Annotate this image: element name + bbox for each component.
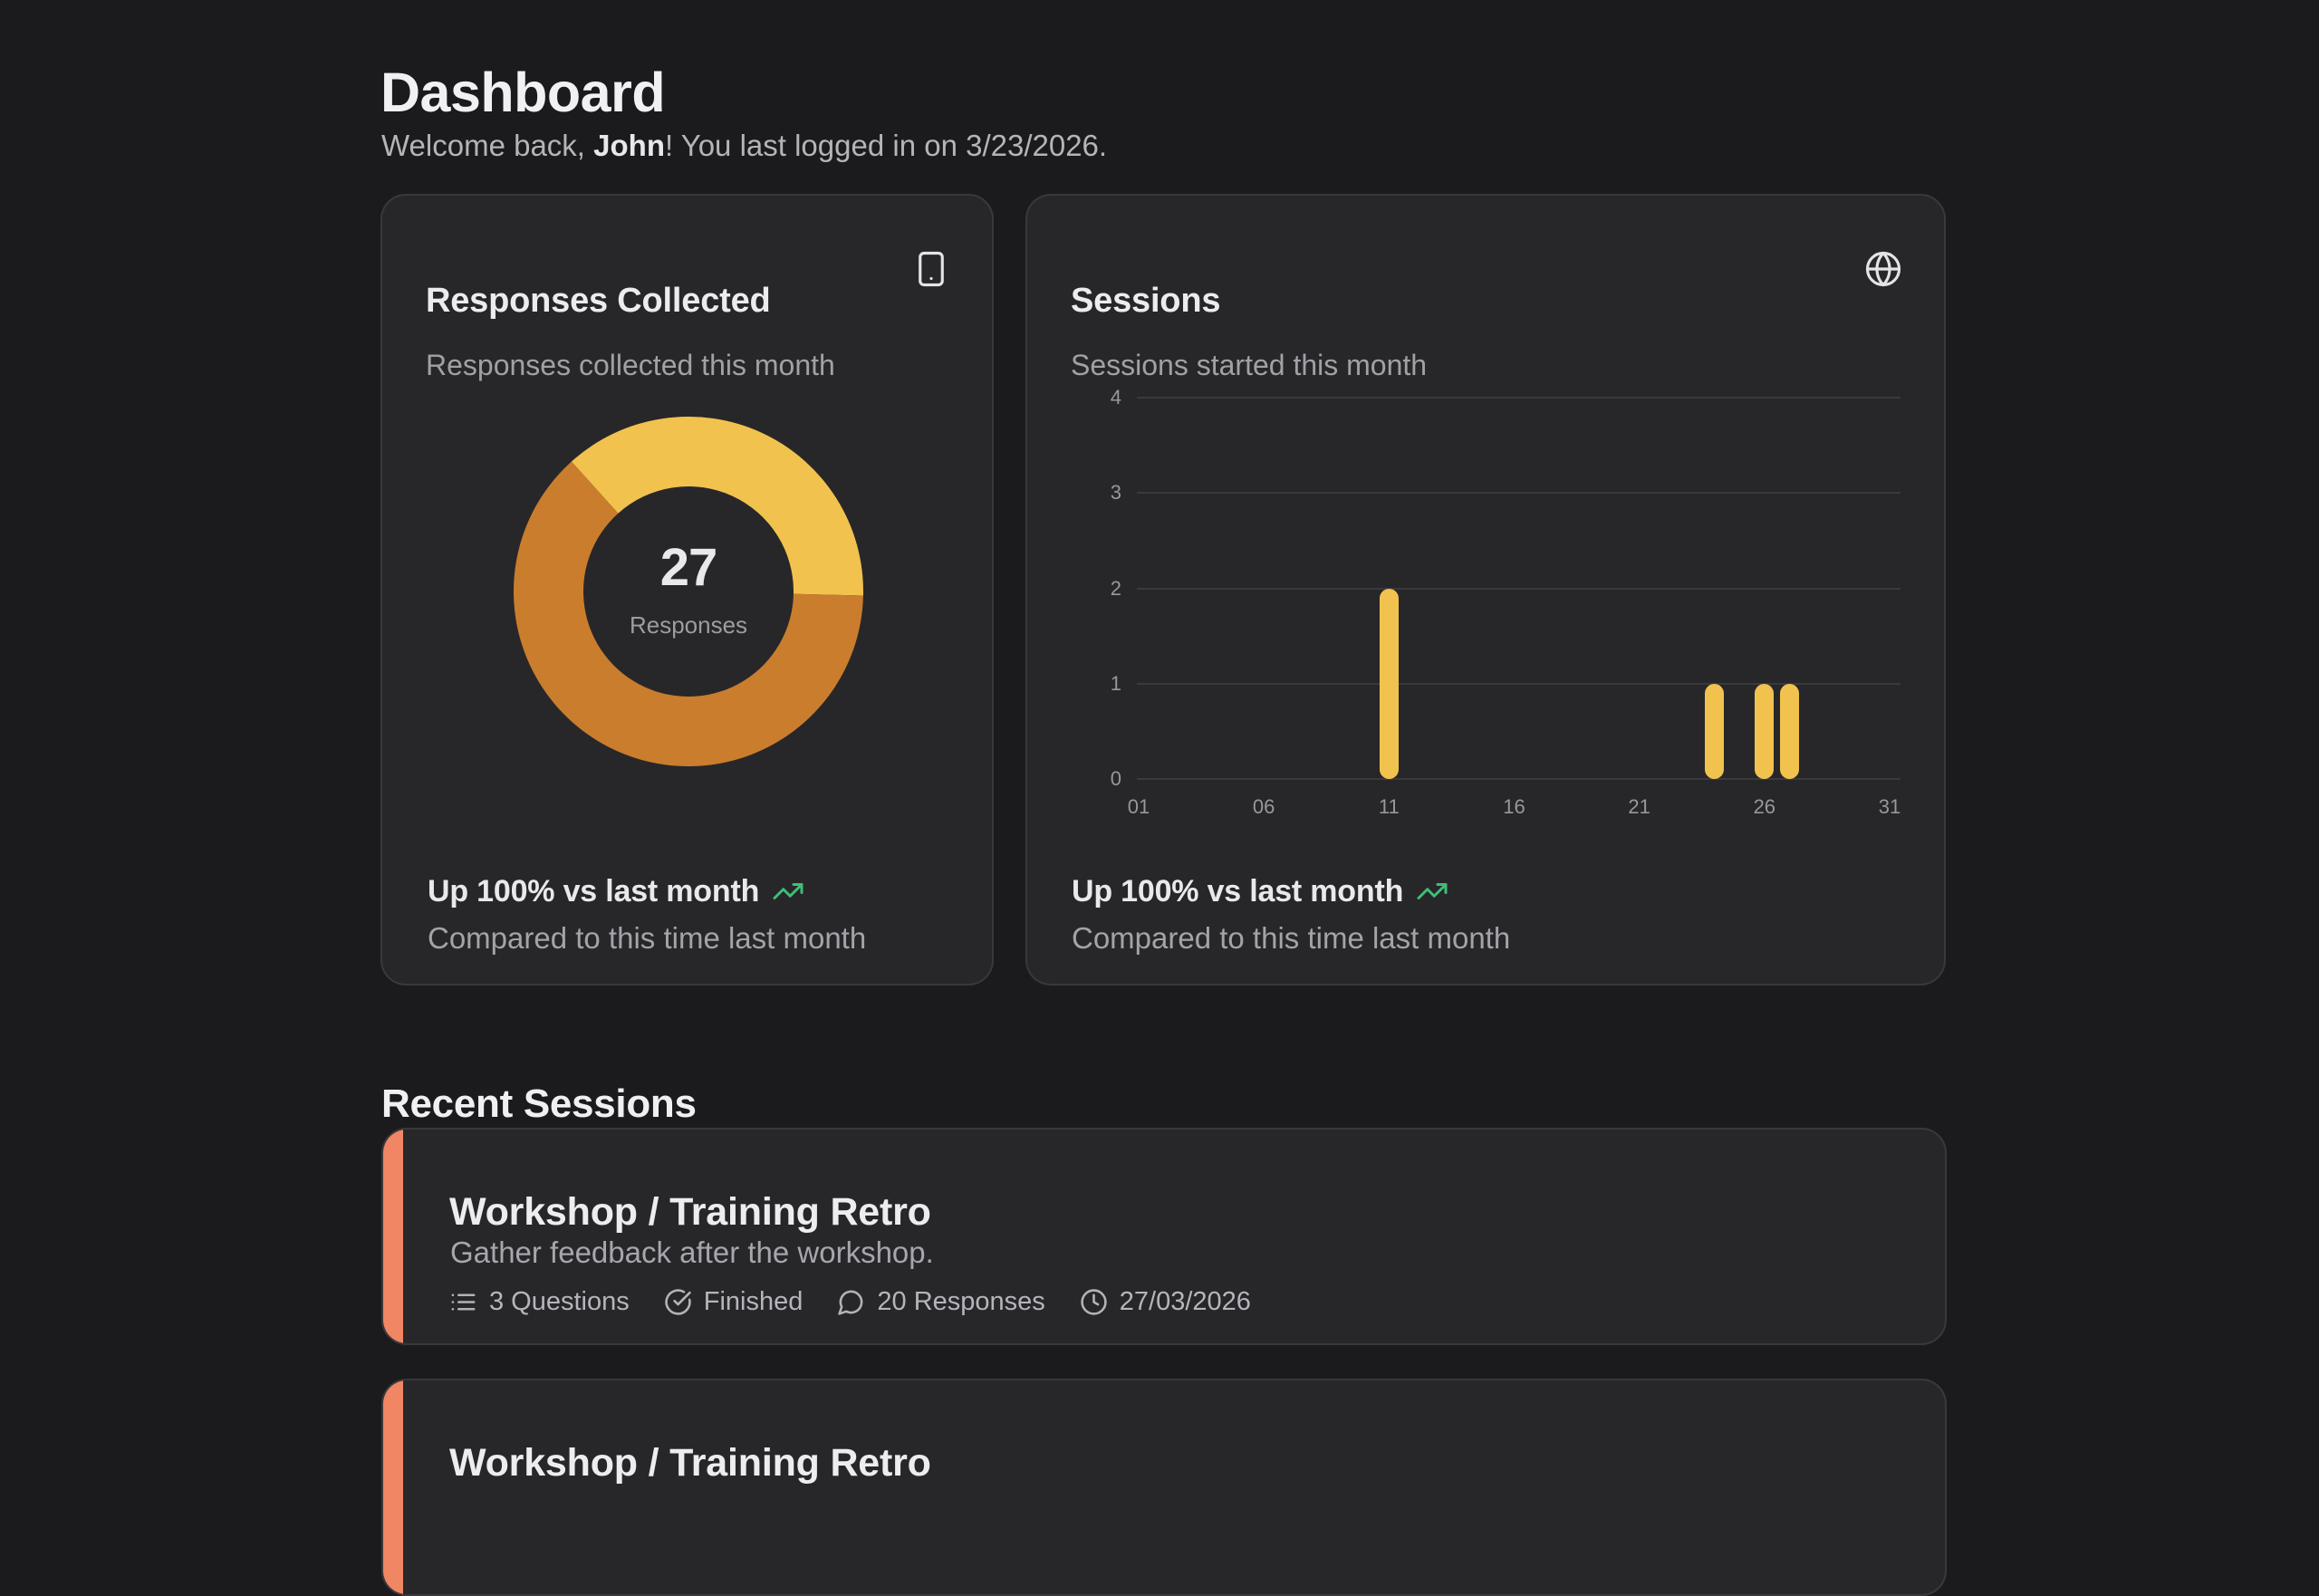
x-axis-tick: 11 <box>1378 795 1400 818</box>
user-name: John <box>593 129 665 162</box>
responses-card-subtitle: Responses collected this month <box>426 349 835 381</box>
chart-gridline <box>1137 587 1900 590</box>
y-axis-tick: 3 <box>1110 481 1121 505</box>
y-axis-tick: 0 <box>1110 767 1121 790</box>
message-circle-icon <box>838 1290 863 1315</box>
donut-slice <box>571 417 863 596</box>
session-bar <box>1779 683 1799 779</box>
donut-center-label: Responses <box>629 611 748 639</box>
session-bar <box>1705 683 1725 779</box>
welcome-suffix: ! You last logged in on 3/23/2026. <box>664 129 1108 162</box>
trending-up-icon <box>1417 883 1448 899</box>
chart-gridline <box>1137 397 1900 399</box>
chart-gridline <box>1137 492 1900 495</box>
x-axis-tick: 31 <box>1878 795 1901 818</box>
list-icon <box>451 1293 476 1311</box>
x-axis-tick: 16 <box>1503 795 1525 818</box>
welcome-prefix: Welcome back, <box>381 129 594 162</box>
session-title: Workshop / Training Retro <box>449 1441 931 1485</box>
check-circle-icon <box>665 1288 691 1315</box>
recent-sessions-heading: Recent Sessions <box>381 1081 697 1126</box>
welcome-text: Welcome back, John! You last logged in o… <box>381 126 1107 166</box>
date-meta: 27/03/2026 <box>1080 1285 1251 1318</box>
sessions-trend-subtext: Compared to this time last month <box>1072 921 1511 955</box>
session-meta-row: 3 Questions Finished 20 Responses 27/03/… <box>449 1285 1251 1318</box>
chart-gridline <box>1137 778 1900 780</box>
session-bar <box>1755 683 1775 779</box>
session-description: Gather feedback after the workshop. <box>450 1235 934 1269</box>
smartphone-icon <box>912 250 950 288</box>
y-axis-tick: 4 <box>1110 386 1121 409</box>
page-title: Dashboard <box>380 61 666 123</box>
session-card[interactable]: Workshop / Training Retro Gather feedbac… <box>381 1128 1947 1345</box>
session-card[interactable]: Workshop / Training Retro <box>381 1379 1947 1596</box>
chart-gridline <box>1137 682 1900 685</box>
trending-up-icon <box>773 883 803 899</box>
session-bar <box>1379 588 1399 779</box>
responses-trend-subtext: Compared to this time last month <box>428 921 867 955</box>
session-title: Workshop / Training Retro <box>449 1190 931 1234</box>
responses-donut-chart <box>513 417 863 766</box>
sessions-trend: Up 100% vs last month <box>1072 870 1448 912</box>
status-meta: Finished <box>664 1285 803 1318</box>
responses-card-title: Responses Collected <box>426 281 771 320</box>
sessions-trend-text: Up 100% vs last month <box>1072 874 1404 909</box>
questions-meta: 3 Questions <box>449 1285 630 1318</box>
x-axis-tick: 06 <box>1252 795 1275 818</box>
globe-icon <box>1864 250 1902 288</box>
donut-center-value: 27 <box>659 538 718 597</box>
responses-meta: 20 Responses <box>837 1285 1045 1318</box>
session-accent-stripe <box>383 1380 403 1594</box>
session-accent-stripe <box>383 1130 403 1343</box>
sessions-card-title: Sessions <box>1071 281 1221 320</box>
x-axis-tick: 26 <box>1753 795 1776 818</box>
y-axis-tick: 2 <box>1110 576 1121 600</box>
responses-trend-text: Up 100% vs last month <box>428 874 760 909</box>
sessions-bar-chart: 0 1 2 3 4 01 06 11 16 21 26 31 <box>1027 196 1944 984</box>
sessions-card-subtitle: Sessions started this month <box>1071 349 1428 381</box>
donut-slice <box>513 461 863 766</box>
y-axis-tick: 1 <box>1110 671 1121 695</box>
clock-icon <box>1081 1288 1107 1315</box>
responses-trend: Up 100% vs last month <box>428 870 804 912</box>
x-axis-tick: 21 <box>1628 795 1650 818</box>
status-badge: Finished <box>703 1287 803 1316</box>
x-axis-tick: 01 <box>1127 795 1150 818</box>
responses-collected-card: Responses Collected Responses collected … <box>380 194 994 985</box>
